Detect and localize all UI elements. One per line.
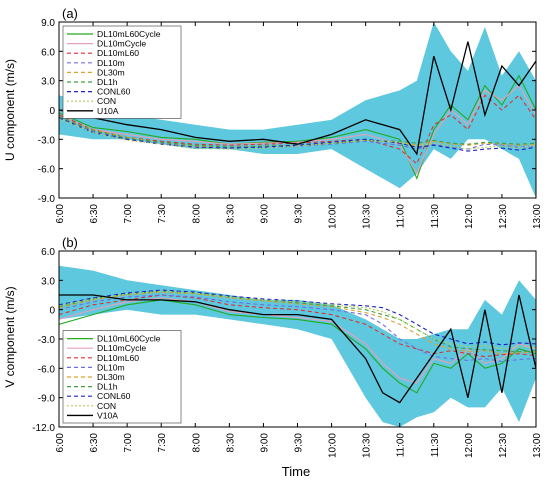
x-tick-label: 10:00 xyxy=(328,204,339,229)
legend-label: DL10mL60 xyxy=(97,48,139,58)
series-line-dl10mcycle xyxy=(59,297,536,384)
x-tick-label: 6:30 xyxy=(89,204,100,224)
legend-label: DL10mL60Cycle xyxy=(97,29,161,39)
legend-label: V10A xyxy=(97,410,118,420)
legend-label: CONL60 xyxy=(97,87,131,97)
legend-label: CON xyxy=(97,96,116,106)
legend-label: DL30m xyxy=(97,67,125,77)
x-tick-label: 13:00 xyxy=(532,204,543,229)
x-tick-label: 9:30 xyxy=(294,204,305,224)
y-tick-label: -6.0 xyxy=(38,165,56,176)
x-tick-label: 12:30 xyxy=(498,204,509,229)
x-tick-label: 10:30 xyxy=(362,204,373,229)
panel-v-component: (b) V component (m/s) 6.0 3.0 0 -3.0 -6.0 -9.… xyxy=(3,235,543,458)
legend-label: DL10mCycle xyxy=(97,343,146,353)
y-axis-title: U component (m/s) xyxy=(3,59,17,161)
x-tick-label: 11:00 xyxy=(396,433,407,458)
x-tick-label: 8:30 xyxy=(225,433,236,453)
x-tick-label: 11:30 xyxy=(430,204,441,229)
panel-u-component: (a) U component (m/s) 9.0 6.0 3.0 0 -3.0 -6.0… xyxy=(3,6,543,229)
y-tick-label: -6.0 xyxy=(38,364,56,375)
panel-label: (b) xyxy=(62,235,78,250)
series-line-dl10ml60cycle xyxy=(59,74,536,180)
y-tick-label: -3.0 xyxy=(38,135,56,146)
x-tick-label: 11:30 xyxy=(430,433,441,458)
x-tick-label: 6:00 xyxy=(55,433,66,453)
x-tick-label: 13:00 xyxy=(532,433,543,458)
x-tick-label: 7:30 xyxy=(157,433,168,453)
panel-label: (a) xyxy=(62,6,78,21)
legend-label: DL10mL60Cycle xyxy=(97,334,161,344)
legend-label: DL10mL60 xyxy=(97,353,139,363)
y-tick-label: 0 xyxy=(49,106,55,117)
y-tick-label: 0 xyxy=(49,306,55,317)
series-line-conl60 xyxy=(59,289,536,346)
series-line-dl1h xyxy=(59,290,536,353)
series-line-dl10mcycle xyxy=(59,84,536,175)
legend-label: CON xyxy=(97,401,116,411)
y-tick-label: 3.0 xyxy=(41,276,55,287)
x-axis-title: Time xyxy=(282,464,310,479)
uncertainty-band xyxy=(59,265,536,427)
y-tick-label: 6.0 xyxy=(41,247,55,258)
legend-label: U10A xyxy=(97,106,119,116)
series-line-v10a xyxy=(59,294,536,404)
legend-label: DL1h xyxy=(97,382,118,392)
x-tick-label: 7:00 xyxy=(123,204,134,224)
x-tick-label: 10:30 xyxy=(362,433,373,458)
series-line-dl10m xyxy=(59,117,536,150)
x-tick-label: 6:00 xyxy=(55,204,66,224)
series-line-con xyxy=(59,118,536,150)
series-line-con xyxy=(59,290,536,350)
x-tick-label: 8:00 xyxy=(191,204,202,224)
series-line-u10a xyxy=(59,41,536,156)
series-line-dl1h xyxy=(59,116,536,148)
y-tick-label: 9.0 xyxy=(41,18,55,29)
y-tick-label: 6.0 xyxy=(41,47,55,58)
x-tick-label: 11:00 xyxy=(396,204,407,229)
legend-label: DL10m xyxy=(97,362,125,372)
y-tick-label: -12.0 xyxy=(32,423,55,434)
y-axis-title: V component (m/s) xyxy=(3,286,17,387)
legend: DL10mL60CycleDL10mCycleDL10mL60DL10mDL30… xyxy=(62,25,182,119)
legend-label: DL10mCycle xyxy=(97,39,146,49)
y-tick-label: -9.0 xyxy=(38,394,56,405)
x-tick-label: 8:30 xyxy=(225,204,236,224)
y-tick-label: 3.0 xyxy=(41,77,55,88)
x-tick-label: 9:30 xyxy=(294,433,305,453)
x-tick-label: 12:00 xyxy=(464,204,475,229)
x-tick-label: 9:00 xyxy=(259,204,270,224)
legend-label: DL1h xyxy=(97,77,118,87)
x-tick-label: 8:00 xyxy=(191,433,202,453)
x-tick-label: 9:00 xyxy=(259,433,270,453)
legend-label: CONL60 xyxy=(97,391,131,401)
x-tick-label: 12:00 xyxy=(464,433,475,458)
x-tick-label: 6:30 xyxy=(89,433,100,453)
x-tick-label: 7:00 xyxy=(123,433,134,453)
series-line-dl10m xyxy=(59,294,536,363)
x-tick-label: 10:00 xyxy=(328,433,339,458)
legend-label: DL30m xyxy=(97,372,125,382)
x-tick-label: 12:30 xyxy=(498,433,509,458)
legend: DL10mL60CycleDL10mCycleDL10mL60DL10mDL30… xyxy=(62,330,182,424)
series-line-dl30m xyxy=(59,291,536,355)
y-tick-label: -9.0 xyxy=(38,194,56,205)
series-line-dl10ml60 xyxy=(59,294,536,358)
legend-label: DL10m xyxy=(97,58,125,68)
x-tick-label: 7:30 xyxy=(157,204,168,224)
y-tick-label: -3.0 xyxy=(38,335,56,346)
